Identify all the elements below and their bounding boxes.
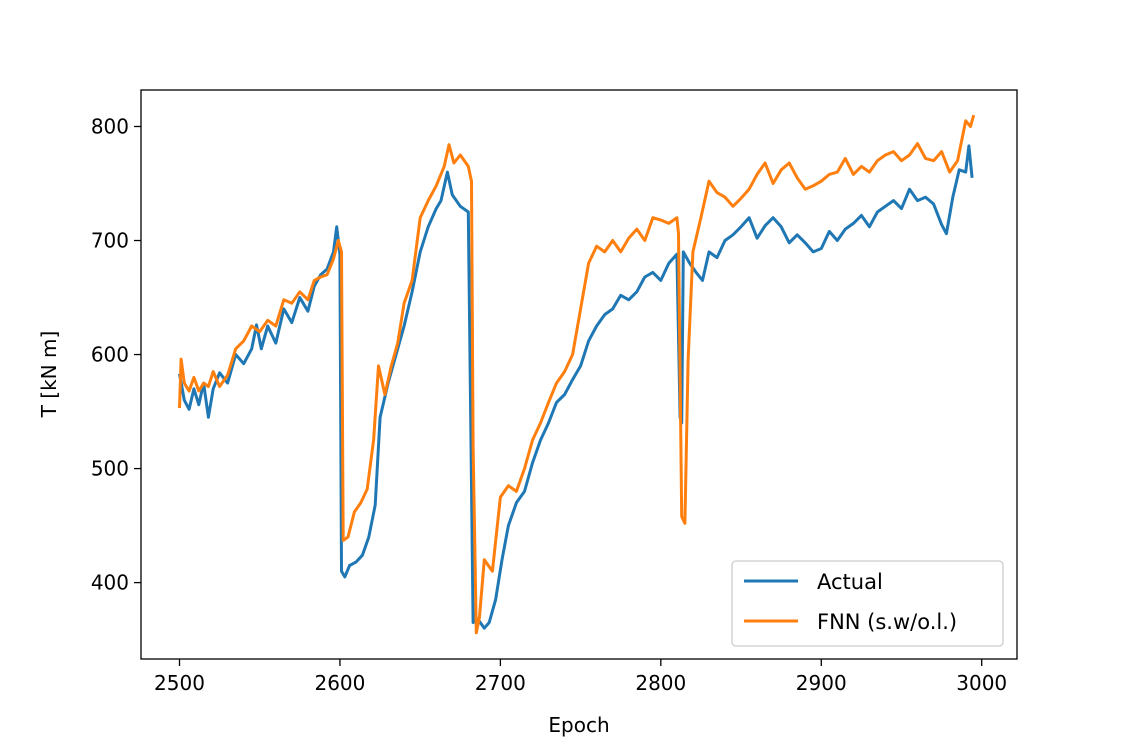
x-tick-label: 2600 [314,671,365,695]
legend-label-actual: Actual [817,570,883,594]
x-tick-label: 2800 [635,671,686,695]
series-line-fnn [178,114,976,635]
legend-box [731,560,1004,647]
series-line-actual [178,144,974,630]
legend-label-fnn: FNN (s.w/o.l.) [817,610,957,634]
x-tick-label: 2900 [796,671,847,695]
y-tick-label: 400 [91,571,129,595]
y-tick-label: 600 [91,343,129,367]
x-tick-label: 3000 [956,671,1007,695]
x-tick-label: 2500 [154,671,205,695]
legend: Actual FNN (s.w/o.l.) [731,560,1004,647]
y-tick-label: 800 [91,114,129,138]
y-tick-label: 700 [91,229,129,253]
y-axis-label: T [kN m] [37,331,61,419]
series-layer [178,114,976,635]
x-axis-label: Epoch [548,713,609,737]
y-tick-label: 500 [91,457,129,481]
x-tick-label: 2700 [475,671,526,695]
tick-layer: 2500 2600 2700 2800 2900 3000 400 500 600 700 800 [91,114,1007,695]
plot-frame [140,89,1018,660]
